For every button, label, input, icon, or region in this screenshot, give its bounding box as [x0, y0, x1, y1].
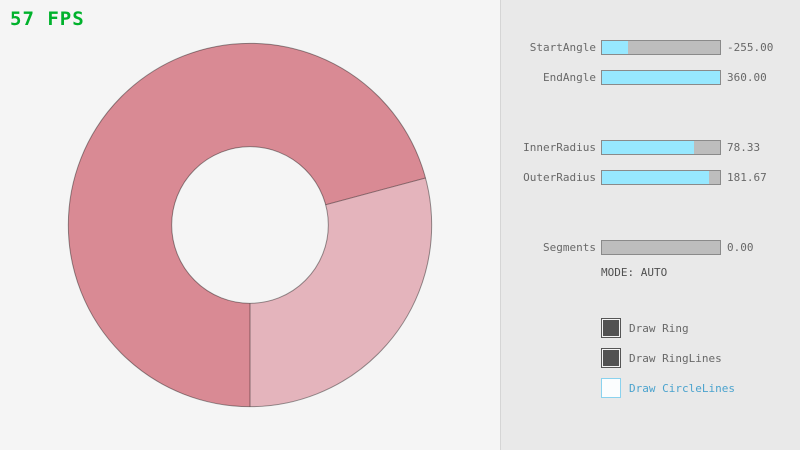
innerradius-slider[interactable] [601, 140, 721, 155]
draw-ringlines-label: Draw RingLines [629, 351, 722, 365]
segments-slider[interactable] [601, 240, 721, 255]
ring-radial-line-start [325, 177, 426, 206]
ring-sector-double-pass [68, 43, 426, 407]
checkmark-fill [603, 380, 619, 396]
checkmark-fill [603, 350, 619, 366]
startangle-slider-fill [602, 41, 628, 54]
draw-ring-label: Draw Ring [629, 321, 689, 335]
fps-counter: 57 FPS [10, 8, 85, 30]
innerradius-value: 78.33 [727, 141, 761, 154]
draw-ring-checkbox[interactable] [601, 318, 621, 338]
innerradius-label: InnerRadius [523, 141, 596, 154]
ring-outline-inner [171, 146, 329, 304]
draw-circlelines-label: Draw CircleLines [629, 381, 735, 395]
control-panel: StartAngle -255.00 EndAngle 360.00 Inner… [500, 0, 800, 450]
endangle-label: EndAngle [543, 71, 596, 84]
segments-label: Segments [543, 241, 596, 254]
startangle-value: -255.00 [727, 41, 774, 54]
outerradius-label: OuterRadius [523, 171, 596, 184]
outerradius-slider[interactable] [601, 170, 721, 185]
endangle-slider-fill [602, 71, 720, 84]
checkbox-row-draw-ring[interactable]: Draw Ring [601, 318, 689, 338]
endangle-slider[interactable] [601, 70, 721, 85]
draw-ringlines-checkbox[interactable] [601, 348, 621, 368]
checkbox-row-draw-ringlines[interactable]: Draw RingLines [601, 348, 722, 368]
startangle-slider[interactable] [601, 40, 721, 55]
checkmark-fill [603, 320, 619, 336]
endangle-value: 360.00 [727, 71, 767, 84]
draw-circlelines-checkbox[interactable] [601, 378, 621, 398]
ring-outline-outer [67, 42, 433, 408]
startangle-label: StartAngle [529, 41, 596, 54]
ring-sector-single-pass [250, 177, 432, 407]
innerradius-slider-fill [602, 141, 695, 154]
outerradius-value: 181.67 [727, 171, 767, 184]
mode-label: MODE: AUTO [601, 266, 668, 279]
checkbox-row-draw-circlelines[interactable]: Draw CircleLines [601, 378, 735, 398]
segments-value: 0.00 [727, 241, 754, 254]
outerradius-slider-fill [602, 171, 710, 184]
